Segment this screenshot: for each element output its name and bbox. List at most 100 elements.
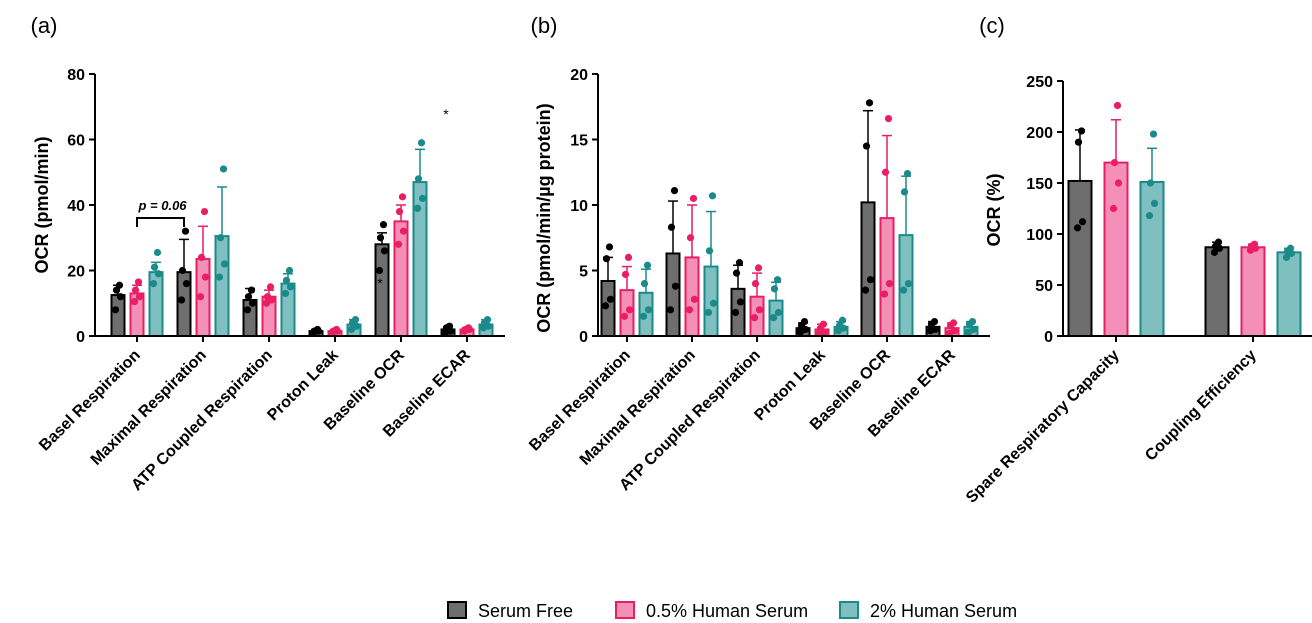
data-point <box>1149 130 1158 138</box>
data-point <box>690 295 699 303</box>
data-point <box>602 255 611 263</box>
data-point <box>601 302 610 310</box>
data-point <box>216 234 225 242</box>
y-tick-label: 20 <box>67 264 85 281</box>
data-point <box>154 270 163 278</box>
y-axis-label: OCR (%) <box>984 174 1004 247</box>
data-point <box>880 290 889 298</box>
panel-a: (a)OCR (pmol/min)Basel RespirationMaxima… <box>31 13 505 494</box>
data-point <box>903 169 912 178</box>
data-point <box>220 260 229 268</box>
data-point <box>243 306 252 314</box>
y-tick-label: 0 <box>579 329 588 346</box>
y-tick-label: 100 <box>1026 227 1053 244</box>
y-tick-label: 0 <box>76 329 85 346</box>
data-point <box>750 314 759 322</box>
bar <box>619 289 635 337</box>
y-axis-label: OCR (pmol/min) <box>32 137 52 274</box>
data-point <box>150 263 159 271</box>
data-point <box>111 306 120 314</box>
data-point <box>671 282 680 290</box>
data-point <box>754 264 763 272</box>
data-point <box>394 240 403 248</box>
data-point <box>862 142 871 150</box>
data-point <box>865 99 874 107</box>
y-tick-label: 250 <box>1026 74 1053 91</box>
data-point <box>130 298 139 306</box>
significance-bracket <box>136 217 185 227</box>
data-point <box>263 293 272 301</box>
data-point <box>134 278 143 286</box>
data-point <box>201 273 210 281</box>
legend-label: Serum Free <box>478 601 573 621</box>
data-point <box>414 175 423 183</box>
data-point <box>131 286 140 294</box>
data-point <box>282 276 291 284</box>
data-point <box>643 261 652 269</box>
data-point <box>464 324 473 332</box>
data-point <box>417 139 426 147</box>
data-point <box>197 253 206 261</box>
x-tick-label: Maximal Respiration <box>88 347 210 469</box>
bar <box>110 294 126 337</box>
panel-c: (c) OCR (%) Spare Respiratory Capacity Coup… <box>963 13 1312 507</box>
data-point <box>181 227 190 235</box>
data-point <box>196 293 205 301</box>
data-point <box>1145 212 1154 220</box>
data-point <box>215 273 224 281</box>
data-point <box>689 194 698 203</box>
bar <box>1276 251 1302 337</box>
data-point <box>639 312 648 320</box>
data-point <box>247 286 256 294</box>
legend-swatch <box>839 601 859 619</box>
data-point <box>380 247 389 255</box>
x-tick-label: ATP Coupled Respiration <box>616 347 763 494</box>
data-point <box>244 293 253 301</box>
data-point <box>620 312 629 320</box>
bar <box>1103 161 1129 337</box>
data-point <box>755 306 764 314</box>
data-point <box>1074 138 1083 146</box>
panel-label: (c) <box>979 13 1005 38</box>
data-point <box>950 327 959 335</box>
data-point <box>483 316 492 324</box>
data-point <box>624 253 633 261</box>
data-point <box>949 319 958 327</box>
data-point <box>376 234 385 242</box>
data-point <box>1146 179 1155 187</box>
data-point <box>735 259 744 267</box>
data-point <box>605 243 614 251</box>
bar <box>1204 246 1230 337</box>
data-point <box>769 314 778 322</box>
data-point <box>200 207 209 216</box>
legend-label: 2% Human Serum <box>870 601 1017 621</box>
data-point <box>838 316 847 324</box>
x-tick-label: Maximal Respiration <box>577 347 699 469</box>
data-point <box>819 320 828 328</box>
y-tick-label: 60 <box>67 133 85 150</box>
panel-label: (a) <box>31 13 58 38</box>
data-point <box>866 276 875 284</box>
data-point <box>1250 240 1259 248</box>
data-point <box>178 266 187 275</box>
data-point <box>732 269 741 277</box>
data-point <box>1073 224 1082 232</box>
x-tick-label: Spare Respiratory Capacity <box>963 347 1123 507</box>
data-point <box>931 325 940 334</box>
data-point <box>266 283 275 291</box>
data-point <box>930 317 939 326</box>
data-point <box>773 276 782 284</box>
data-point <box>313 325 322 334</box>
data-point <box>621 270 630 279</box>
asterisk-mark: * <box>443 106 449 122</box>
data-point <box>704 308 713 317</box>
y-tick-label: 80 <box>67 67 85 84</box>
data-point <box>285 266 294 275</box>
bar <box>665 252 681 337</box>
data-point <box>445 322 454 330</box>
data-point <box>351 316 360 324</box>
data-point <box>399 227 408 235</box>
p-value-annotation: p = 0.06 <box>137 198 187 213</box>
data-point <box>770 285 779 293</box>
data-point <box>395 207 404 216</box>
